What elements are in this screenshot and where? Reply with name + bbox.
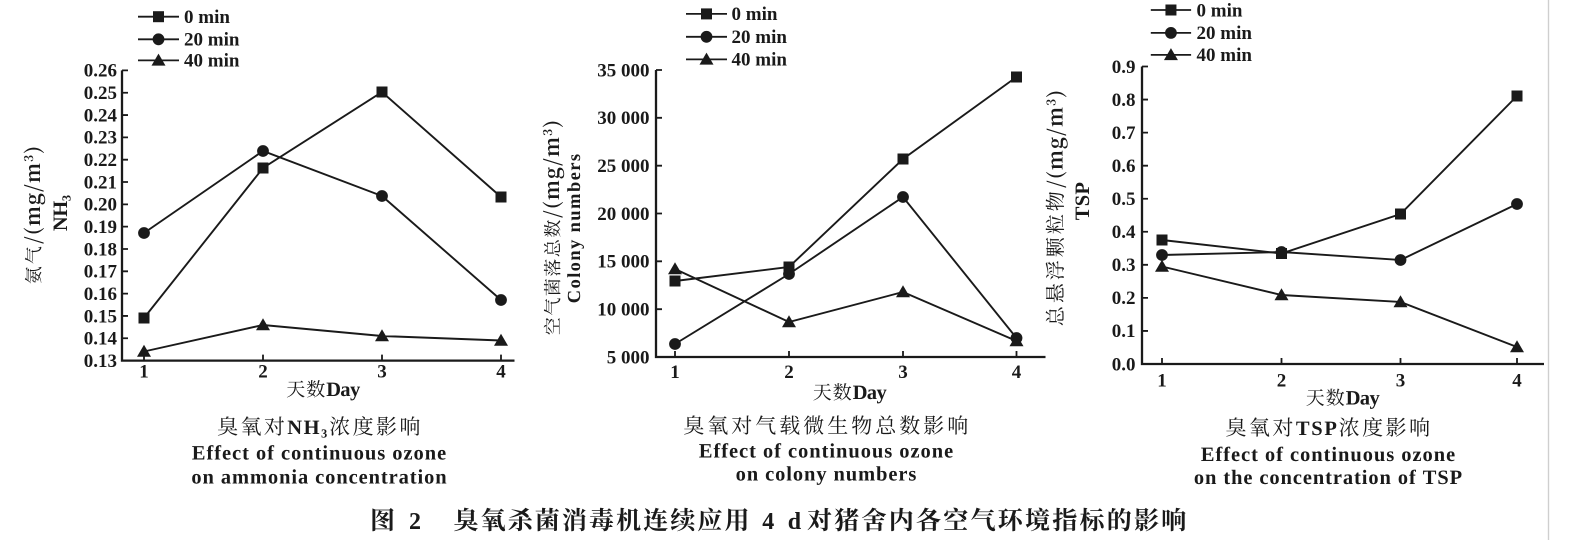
svg-text:0.2: 0.2 xyxy=(1112,288,1136,309)
svg-text:4: 4 xyxy=(1012,362,1022,383)
svg-text:2: 2 xyxy=(784,362,794,383)
svg-text:4: 4 xyxy=(762,509,774,535)
svg-text:20 000: 20 000 xyxy=(597,204,649,225)
svg-text:0.7: 0.7 xyxy=(1112,123,1136,144)
svg-text:10 000: 10 000 xyxy=(597,299,649,320)
svg-text:0.13: 0.13 xyxy=(84,351,117,372)
svg-text:1: 1 xyxy=(1157,371,1167,392)
svg-text:40 min: 40 min xyxy=(732,50,788,71)
svg-text:4: 4 xyxy=(1512,371,1522,392)
svg-text:20 min: 20 min xyxy=(1197,23,1253,44)
svg-text:d: d xyxy=(788,509,802,535)
svg-text:1: 1 xyxy=(670,362,680,383)
svg-text:0.17: 0.17 xyxy=(84,262,118,283)
svg-text:0.22: 0.22 xyxy=(84,150,117,171)
svg-text:0.19: 0.19 xyxy=(84,217,117,238)
svg-text:1: 1 xyxy=(139,362,149,383)
svg-text:0.1: 0.1 xyxy=(1112,321,1136,342)
svg-text:3: 3 xyxy=(1396,371,1406,392)
svg-text:0.3: 0.3 xyxy=(1112,255,1136,276)
svg-text:0.25: 0.25 xyxy=(84,83,117,104)
svg-text:0.18: 0.18 xyxy=(84,239,117,260)
svg-text:0.4: 0.4 xyxy=(1112,222,1136,243)
svg-text:30 000: 30 000 xyxy=(597,108,649,129)
svg-text:2: 2 xyxy=(258,362,268,383)
svg-text:0.8: 0.8 xyxy=(1112,90,1136,111)
svg-text:0.6: 0.6 xyxy=(1112,156,1136,177)
svg-text:40 min: 40 min xyxy=(1197,45,1253,66)
svg-text:0.20: 0.20 xyxy=(84,195,117,216)
svg-text:0.5: 0.5 xyxy=(1112,189,1136,210)
svg-text:0 min: 0 min xyxy=(1197,0,1243,21)
svg-text:15 000: 15 000 xyxy=(597,252,649,273)
svg-text:25 000: 25 000 xyxy=(597,156,649,177)
svg-text:2: 2 xyxy=(409,509,421,535)
svg-text:20 min: 20 min xyxy=(732,27,788,48)
svg-text:0.14: 0.14 xyxy=(84,329,118,350)
svg-text:0.21: 0.21 xyxy=(84,172,117,193)
svg-text:0.24: 0.24 xyxy=(84,105,118,126)
svg-text:3: 3 xyxy=(377,362,387,383)
svg-text:0 min: 0 min xyxy=(184,7,230,28)
svg-text:3: 3 xyxy=(898,362,908,383)
svg-text:0.0: 0.0 xyxy=(1112,354,1136,375)
svg-text:0.16: 0.16 xyxy=(84,284,117,305)
svg-text:0 min: 0 min xyxy=(732,4,778,25)
svg-text:0.26: 0.26 xyxy=(84,61,117,82)
svg-text:5 000: 5 000 xyxy=(607,347,650,368)
svg-text:0.23: 0.23 xyxy=(84,128,117,149)
svg-text:4: 4 xyxy=(496,362,506,383)
svg-text:40 min: 40 min xyxy=(184,51,240,72)
svg-text:35 000: 35 000 xyxy=(597,60,649,81)
svg-text:20 min: 20 min xyxy=(184,30,240,51)
svg-text:0.9: 0.9 xyxy=(1112,57,1136,78)
svg-text:2: 2 xyxy=(1277,371,1287,392)
svg-text:0.15: 0.15 xyxy=(84,306,117,327)
